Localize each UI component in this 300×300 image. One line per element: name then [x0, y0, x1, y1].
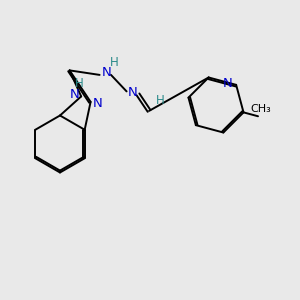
Text: N: N [101, 66, 111, 79]
Text: N: N [223, 77, 232, 90]
Text: CH₃: CH₃ [250, 104, 271, 114]
Text: H: H [156, 94, 165, 107]
Text: N: N [92, 97, 102, 110]
Text: H: H [110, 56, 119, 69]
Text: N: N [70, 88, 80, 101]
Text: H: H [75, 77, 84, 90]
Text: N: N [128, 86, 137, 99]
